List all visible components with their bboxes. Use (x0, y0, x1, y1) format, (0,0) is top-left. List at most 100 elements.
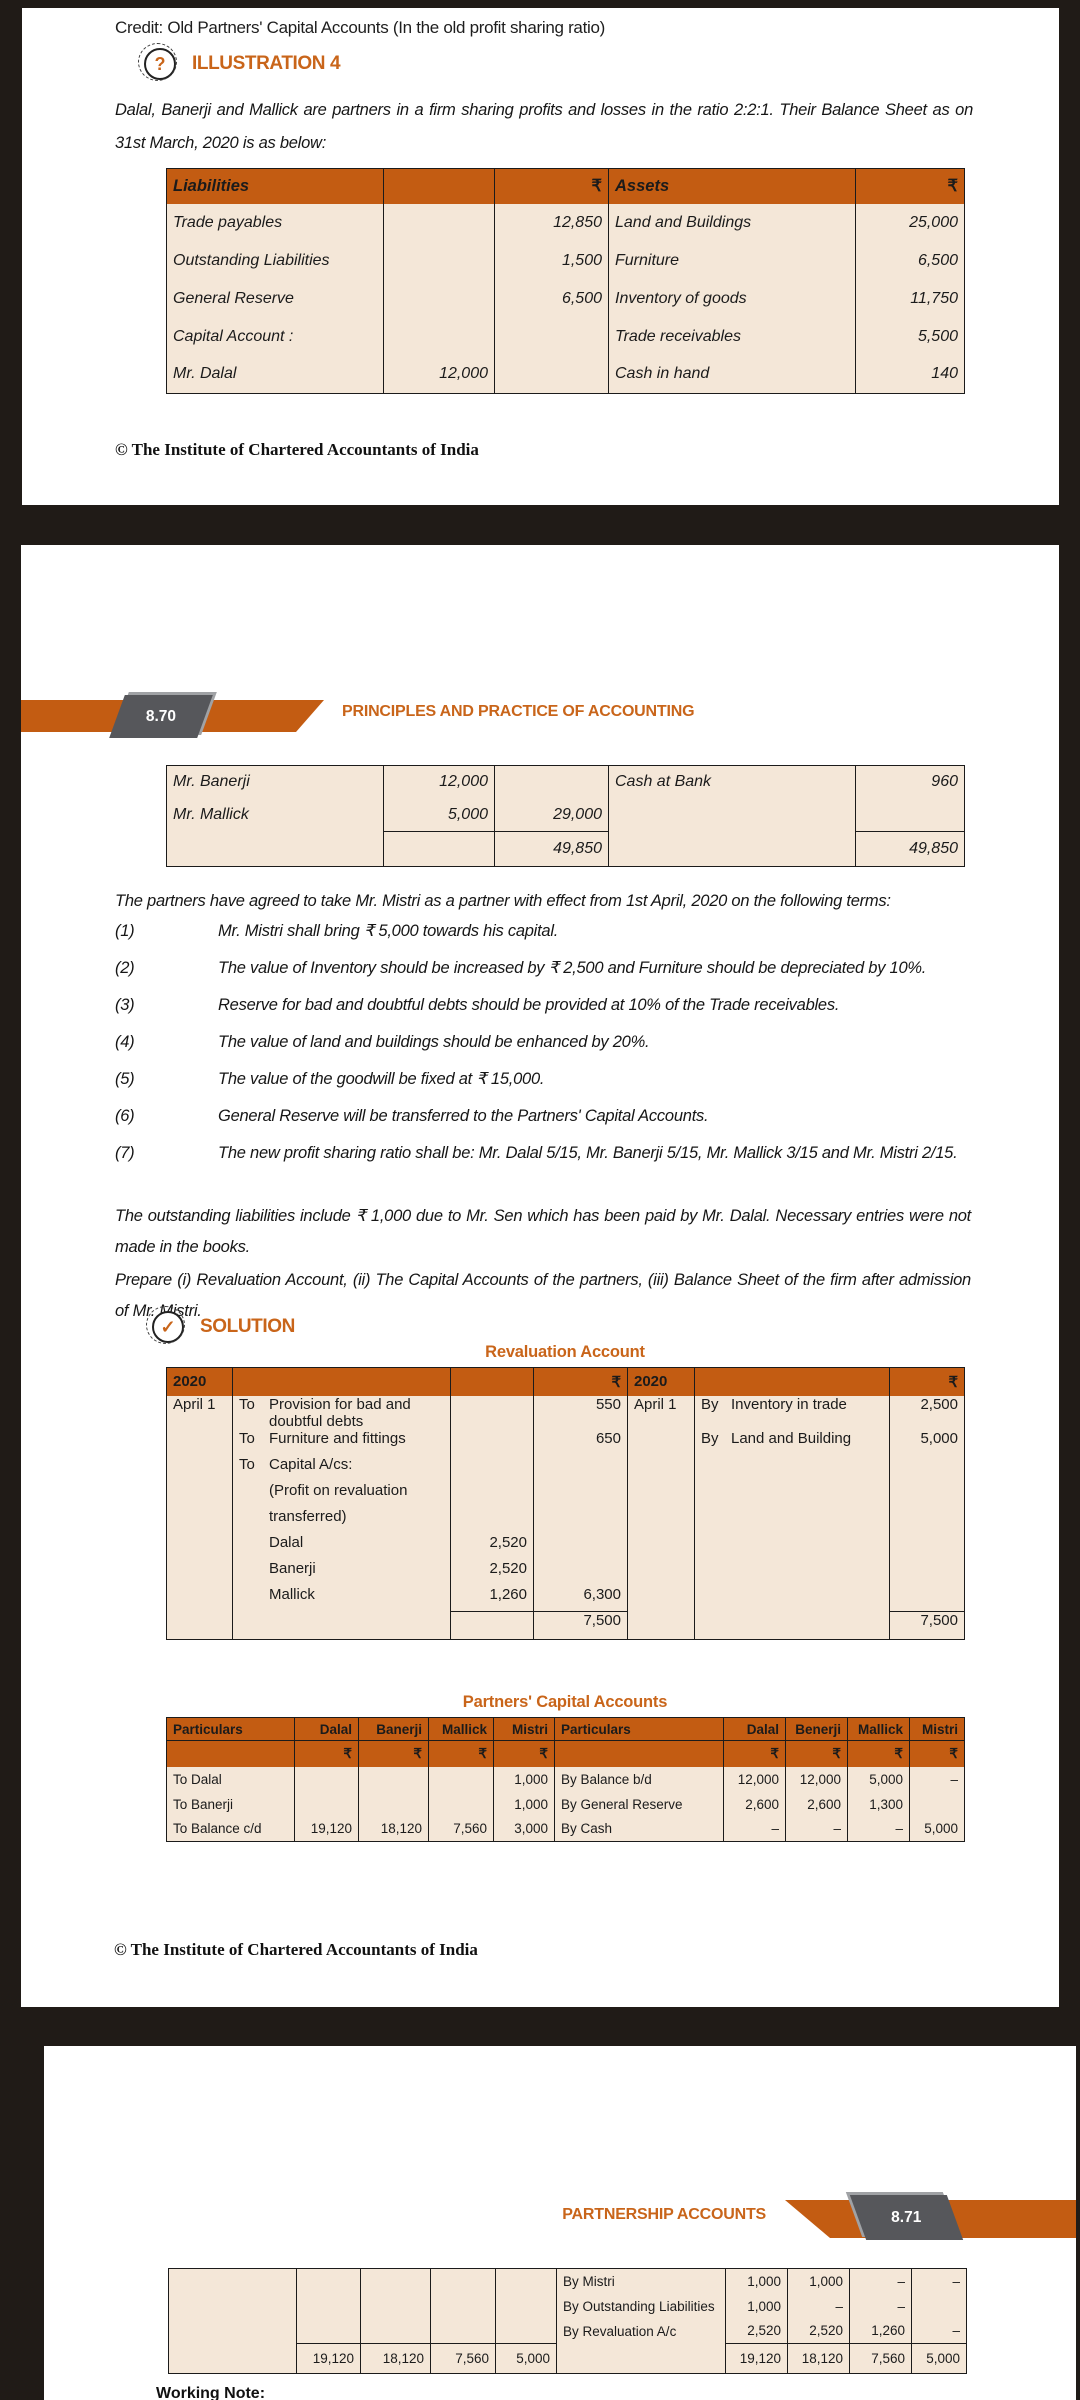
header-assets: Assets (608, 168, 856, 204)
table-cell: Capital Account : (166, 317, 384, 356)
check-circle-icon: ✓ (146, 1306, 185, 1344)
table-cell: 1,500 (494, 241, 609, 280)
table-row: Capital Account : Trade receivables 5,500 (166, 317, 965, 356)
table-cell (450, 1481, 534, 1508)
revaluation-account-table: 2020 ₹ 2020 ₹ April 1 To Provision for bad… (166, 1367, 965, 1640)
table-cell (533, 1559, 628, 1586)
balance-sheet-continued-body: Mr. Banerji 12,000 Cash at Bank 960 Mr. Mall… (166, 765, 965, 867)
table-row: General Reserve 6,500 Inventory of goods 11… (166, 279, 965, 318)
table-cell (627, 1429, 695, 1456)
balance-sheet-table: Liabilities ₹ Assets ₹ Trade payables 12,… (166, 168, 965, 394)
table-row: To Capital A/cs: (166, 1455, 965, 1482)
term-number: (3) (115, 996, 135, 1014)
table-cell: 6,500 (855, 241, 965, 280)
table-row: April 1 To Provision for bad and doubtful … (166, 1395, 965, 1430)
table-row: Banerji 2,520 (166, 1559, 965, 1586)
header-year-right: 2020 (627, 1367, 695, 1396)
page-number: 8.70 (145, 707, 177, 725)
table-cell: 7,500 (889, 1611, 965, 1640)
table-cell: By Land and Building (694, 1429, 890, 1456)
header-rupee: ₹ (294, 1740, 359, 1767)
header-particulars-left: Particulars (166, 1717, 295, 1741)
table-cell (383, 241, 495, 280)
table-cell (909, 1791, 965, 1817)
header-mistri-right: Mistri (909, 1717, 965, 1741)
table-cell: 1,000 (725, 2268, 788, 2294)
table-cell (889, 1481, 965, 1508)
table-cell: By Inventory in trade (694, 1395, 890, 1430)
table-cell (383, 317, 495, 356)
table-cell (495, 2318, 557, 2344)
table-row: To Furniture and fittings 650 By Land and Bu… (166, 1429, 965, 1456)
table-cell: By Mistri (556, 2268, 726, 2294)
table-cell: 5,000 (847, 1766, 910, 1792)
partners-capital-header: Particulars Dalal Banerji Mallick Mistri… (166, 1717, 965, 1767)
term-number: (7) (115, 1144, 135, 1162)
table-cell: 5,000 (383, 798, 495, 832)
table-cell: 7,500 (533, 1611, 628, 1640)
term-text: Mr. Mistri shall bring ₹ 5,000 towards h… (218, 922, 559, 940)
table-cell: 18,120 (787, 2343, 850, 2374)
table-cell (383, 203, 495, 242)
header-rupee-left: ₹ (494, 168, 609, 204)
table-cell (889, 1455, 965, 1482)
page-number-tab: 8.70 (109, 695, 213, 738)
illustration-badge: ? ILLUSTRATION 4 (138, 43, 341, 81)
table-cell (495, 2293, 557, 2319)
table-cell: April 1 (166, 1395, 233, 1430)
table-cell (494, 355, 609, 394)
header-blank (166, 1740, 295, 1767)
table-cell: To Capital A/cs: (232, 1455, 451, 1482)
table-cell: 1,000 (787, 2268, 850, 2294)
revaluation-header: 2020 ₹ 2020 ₹ (166, 1367, 965, 1396)
table-row: Mr. Banerji 12,000 Cash at Bank 960 (166, 765, 965, 799)
table-cell: Mr. Mallick (166, 798, 384, 832)
term-item-2: (2) The value of Inventory should be inc… (115, 957, 971, 980)
header-mallick: Mallick (428, 1717, 494, 1741)
table-cell: 960 (855, 765, 965, 799)
table-row: Outstanding Liabilities 1,500 Furniture 6,5… (166, 241, 965, 280)
header-year-left: 2020 (166, 1367, 233, 1396)
table-cell (533, 1481, 628, 1508)
table-cell: – (849, 2293, 912, 2319)
table-cell: 1,000 (493, 1766, 555, 1792)
page-number-tab: 8.71 (849, 2195, 964, 2240)
table-cell (911, 2293, 967, 2319)
term-item-3: (3) Reserve for bad and doubtful debts s… (115, 994, 971, 1017)
table-cell: To Furniture and fittings (232, 1429, 451, 1456)
header-rupee-left: ₹ (533, 1367, 628, 1396)
table-row: To Dalal 1,000 By Balance b/d 12,000 12,000 5… (166, 1766, 965, 1792)
term-item-1: (1) Mr. Mistri shall bring ₹ 5,000 towar… (115, 920, 971, 943)
pdf-page-1: Credit: Old Partners' Capital Accounts (… (22, 8, 1059, 505)
partners-capital-continued-body: By Mistri 1,000 1,000– – By Outstanding Liab… (168, 2268, 967, 2374)
header-mallick-right: Mallick (847, 1717, 910, 1741)
table-cell (166, 1429, 233, 1456)
problem-intro-paragraph: Dalal, Banerji and Mallick are partners … (115, 101, 973, 152)
table-row: 7,500 7,500 (166, 1611, 965, 1640)
terms-intro-paragraph: The partners have agreed to take Mr. Mis… (115, 892, 891, 910)
table-cell: 49,850 (855, 831, 965, 867)
header-rupee: ₹ (785, 1740, 848, 1767)
table-cell (296, 2268, 361, 2294)
table-cell: 140 (855, 355, 965, 394)
header-particulars-right: Particulars (554, 1717, 724, 1741)
table-cell: 7,560 (428, 1816, 494, 1842)
table-cell (296, 2293, 361, 2319)
header-rupee: ₹ (909, 1740, 965, 1767)
table-cell: By Outstanding Liabilities (556, 2293, 726, 2319)
table-cell: 3,000 (493, 1816, 555, 1842)
table-cell: Land and Buildings (608, 203, 856, 242)
table-cell (533, 1455, 628, 1482)
table-cell: 2,600 (785, 1791, 848, 1817)
header-rupee: ₹ (428, 1740, 494, 1767)
table-cell: 650 (533, 1429, 628, 1456)
table-cell: Mr. Banerji (166, 765, 384, 799)
table-cell: Mallick (232, 1585, 451, 1612)
table-cell: By General Reserve (554, 1791, 724, 1817)
table-cell (168, 2268, 297, 2294)
table-cell (627, 1481, 695, 1508)
table-cell: – (787, 2293, 850, 2319)
table-cell (694, 1533, 890, 1560)
table-cell: 1,260 (450, 1585, 534, 1612)
table-cell (450, 1455, 534, 1482)
